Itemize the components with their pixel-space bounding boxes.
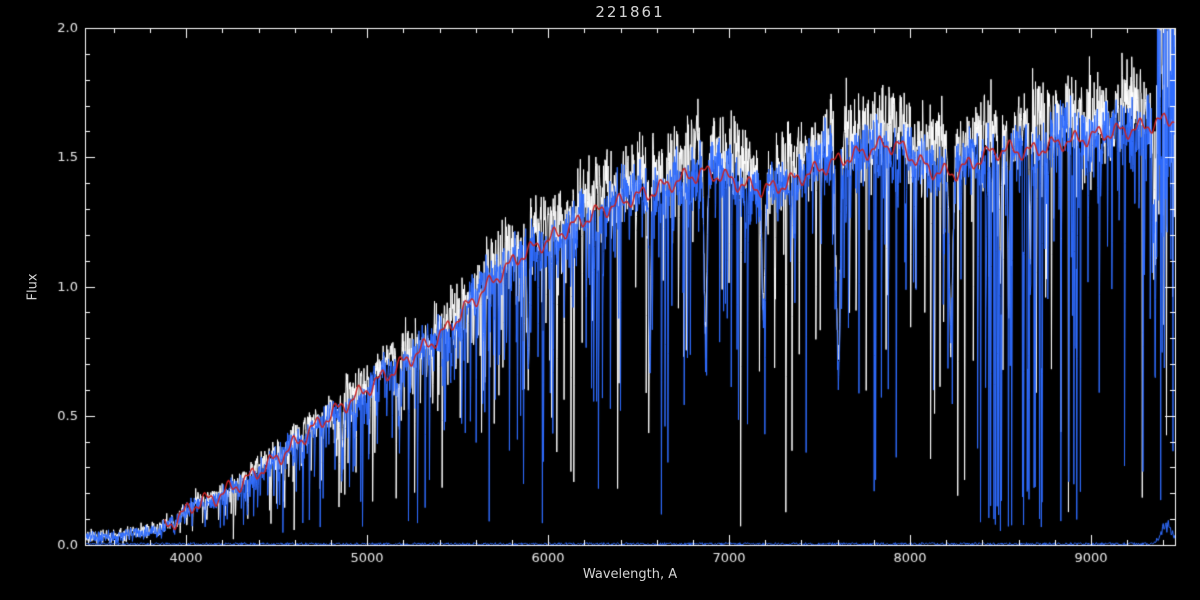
chart-title: 221861: [595, 3, 665, 21]
x-axis-label: Wavelength, A: [582, 567, 678, 582]
y-axis-label: Flux: [25, 273, 41, 301]
